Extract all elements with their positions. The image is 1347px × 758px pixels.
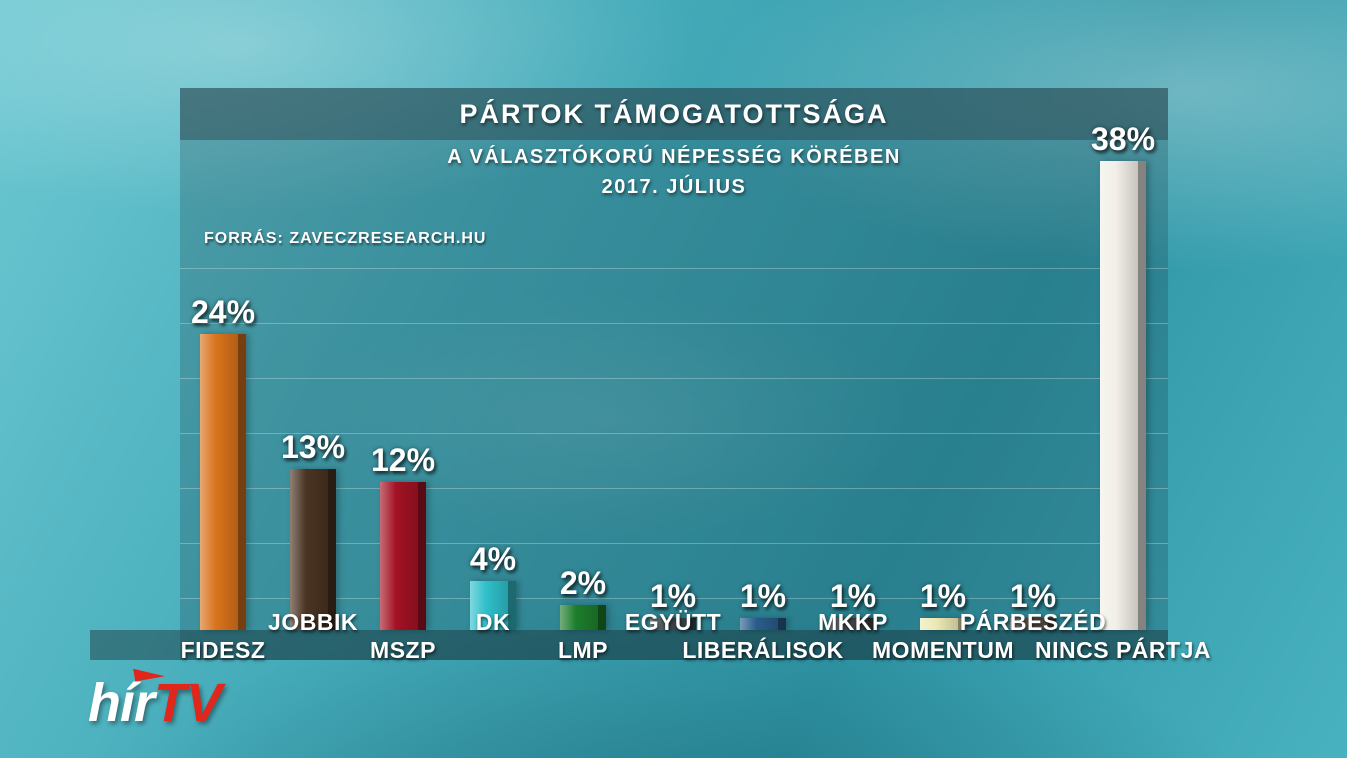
title-band: PÁRTOK TÁMOGATOTTSÁGA — [180, 88, 1168, 140]
hirtv-logo: hírTV — [88, 663, 222, 734]
value-label: 12% — [370, 442, 436, 478]
category-label: FIDESZ — [180, 637, 266, 663]
bar-side — [418, 482, 426, 630]
gridline — [180, 433, 1168, 434]
bar-face — [290, 469, 328, 630]
bar — [560, 605, 606, 630]
bars-container: 24% FIDESZ 13% JOBBIK 12% MSZP 4% DK 2% LMP 1% EGYÜ… — [178, 0, 1211, 663]
bar — [650, 618, 696, 630]
bar-face — [740, 618, 778, 630]
logo-red-text: TV — [154, 673, 222, 733]
gridlines — [180, 88, 1168, 660]
gridline — [180, 543, 1168, 544]
bar-group-lmp: 2% LMP — [538, 0, 628, 663]
gridline — [180, 598, 1168, 599]
chart-panel: PÁRTOK TÁMOGATOTTSÁGA A VÁLASZTÓKORÚ NÉP… — [180, 88, 1168, 660]
bar-face — [830, 618, 868, 630]
bar-group-egy-tt: 1% EGYÜTT — [625, 0, 721, 635]
category-label: EGYÜTT — [624, 609, 722, 635]
category-label: MSZP — [370, 637, 436, 663]
value-label: 1% — [1009, 578, 1057, 614]
bar-side — [508, 581, 516, 630]
gridline — [180, 268, 1168, 269]
bar-side — [238, 334, 246, 630]
bar-face — [1010, 618, 1048, 630]
value-label: 1% — [739, 578, 787, 614]
bar — [830, 618, 876, 630]
bar-face — [560, 605, 598, 630]
gridline — [180, 378, 1168, 379]
category-label: LMP — [557, 637, 609, 663]
bar-side — [778, 618, 786, 630]
category-label: DK — [475, 609, 511, 635]
bar — [1100, 161, 1146, 630]
value-label: 1% — [829, 578, 877, 614]
bar-side — [688, 618, 696, 630]
chart-subtitle: A VÁLASZTÓKORÚ NÉPESSÉG KÖRÉBEN — [447, 146, 901, 168]
category-label: NINCS PÁRTJA — [1035, 637, 1211, 663]
category-label: MOMENTUM — [872, 637, 1014, 663]
source-text: FORRÁS: ZAVECZRESEARCH.HU — [204, 230, 487, 247]
bar-group-nincs-p-rtja: 38% NINCS PÁRTJA — [1035, 0, 1210, 663]
value-label: 4% — [469, 541, 517, 577]
bar-side — [958, 618, 966, 630]
bar — [1010, 618, 1056, 630]
bar-face — [1100, 161, 1138, 630]
bar — [740, 618, 786, 630]
bar — [200, 334, 246, 630]
bar-side — [868, 618, 876, 630]
bar-face — [200, 334, 238, 630]
gridline — [180, 488, 1168, 489]
bar — [290, 469, 336, 630]
category-label: JOBBIK — [268, 609, 358, 635]
category-label: MKKP — [818, 609, 888, 635]
bar-face — [470, 581, 508, 630]
value-label: 38% — [1090, 121, 1156, 157]
chart-title: PÁRTOK TÁMOGATOTTSÁGA — [459, 98, 889, 129]
category-label: LIBERÁLISOK — [682, 637, 844, 663]
bar — [920, 618, 966, 630]
baseline-shelf — [90, 630, 1168, 660]
bar-group-dk: 4% DK — [448, 0, 538, 635]
logo-white-text: hír — [88, 673, 155, 733]
value-label: 1% — [649, 578, 697, 614]
bar-group-mkkp: 1% MKKP — [808, 0, 898, 635]
gridline — [180, 323, 1168, 324]
value-label: 2% — [559, 565, 607, 601]
bar-face — [650, 618, 688, 630]
bar-group-liber-lisok: 1% LIBERÁLISOK — [682, 0, 843, 663]
bar-group-p-rbesz-d: 1% PÁRBESZÉD — [960, 0, 1106, 635]
bar-side — [1048, 618, 1056, 630]
bar-group-jobbik: 13% JOBBIK — [268, 0, 358, 635]
category-label: PÁRBESZÉD — [959, 609, 1107, 635]
value-label: 24% — [190, 294, 256, 330]
value-label: 13% — [280, 429, 346, 465]
bar-face — [380, 482, 418, 630]
bar-group-momentum: 1% MOMENTUM — [872, 0, 1013, 663]
chart-period: 2017. JÚLIUS — [601, 176, 747, 198]
value-label: 1% — [919, 578, 967, 614]
bar — [470, 581, 516, 630]
bar-group-fidesz: 24% FIDESZ — [178, 0, 268, 663]
bar-side — [1138, 161, 1146, 630]
bar — [380, 482, 426, 630]
bar-side — [598, 605, 606, 630]
bar-group-mszp: 12% MSZP — [358, 0, 448, 663]
bar-side — [328, 469, 336, 630]
bar-face — [920, 618, 958, 630]
